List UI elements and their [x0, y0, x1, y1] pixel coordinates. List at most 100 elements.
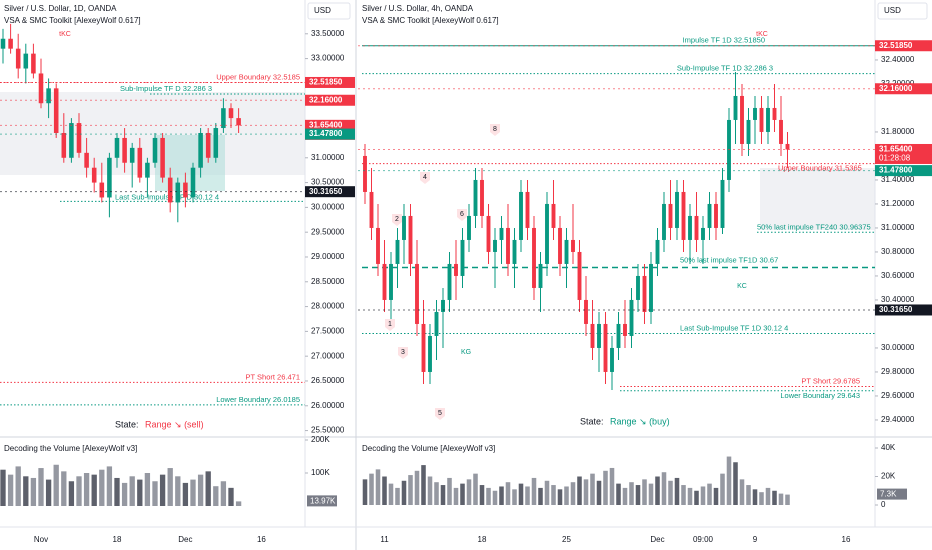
y-tick-label: 31.20000	[881, 199, 915, 208]
level-label: 50% last impulse TF240 30.96375	[757, 222, 871, 231]
price-tag-timer: 01:28:08	[879, 154, 911, 163]
candle-body	[145, 162, 150, 178]
volume-bar	[382, 476, 387, 505]
candle-body	[753, 107, 757, 120]
volume-bar	[622, 487, 628, 505]
x-tick-label: 18	[113, 535, 122, 544]
y-tick-label: 26.50000	[311, 376, 345, 385]
volume-tick-label: 0	[881, 500, 886, 509]
volume-bar	[616, 483, 621, 505]
candle-body	[460, 239, 465, 276]
volume-bar	[68, 481, 75, 506]
candle-body	[694, 215, 699, 240]
candle-body	[577, 251, 582, 300]
annotation: 1	[388, 321, 392, 328]
currency-button[interactable]	[307, 2, 351, 20]
x-tick-label: Dec	[650, 535, 664, 544]
candle-body	[369, 191, 374, 228]
volume-bar	[655, 476, 660, 505]
candle-body	[84, 152, 89, 168]
candle-body	[61, 132, 67, 158]
volume-bar	[531, 477, 537, 505]
candle-body	[129, 147, 135, 163]
volume-bar	[635, 485, 641, 505]
candle-body	[675, 191, 679, 228]
impulse-zone	[155, 135, 225, 191]
level-label: Lower Boundary 29.643	[780, 391, 860, 400]
y-tick-label: 29.40000	[881, 415, 915, 424]
volume-bar	[213, 486, 219, 506]
volume-bar	[603, 470, 608, 505]
y-tick-label: 30.50000	[311, 178, 345, 187]
candle-body	[53, 88, 59, 133]
candle-body	[447, 263, 452, 300]
volume-bar	[144, 473, 151, 506]
candle-body	[114, 137, 120, 158]
candle-body	[91, 167, 97, 183]
volume-bar	[668, 480, 673, 505]
candle-body	[421, 323, 426, 372]
volume-bar	[525, 486, 530, 505]
chart-title: Silver / U.S. Dollar, 1D, OANDA	[4, 4, 117, 13]
wave-badge	[490, 124, 500, 136]
x-tick-label: Dec	[178, 535, 192, 544]
volume-bar	[544, 480, 550, 505]
level-label: Sub-Impulse TF 1D 32.286 3	[677, 64, 773, 73]
candle-body	[15, 48, 21, 69]
candle-body	[69, 123, 74, 158]
volume-bar	[434, 482, 439, 505]
candle-body	[538, 263, 543, 288]
volume-bar	[726, 456, 732, 505]
volume-bar	[114, 477, 120, 506]
volume-bar	[577, 476, 582, 505]
wave-badge	[385, 319, 395, 331]
volume-bar	[99, 469, 105, 506]
wave-badge	[392, 214, 402, 226]
volume-bar	[235, 501, 242, 506]
candle-body	[499, 227, 504, 240]
candle-body	[467, 215, 471, 240]
volume-tick-label: 20K	[881, 472, 896, 481]
y-tick-label: 30.80000	[881, 247, 915, 256]
annotation: 5	[438, 410, 442, 417]
annotation: 2	[395, 216, 399, 223]
candle-body	[714, 203, 718, 228]
level-label: Last Sub-Impulse TF 1D 30.12 4	[680, 324, 788, 333]
candle-body	[629, 299, 634, 336]
state: Range ↘ (buy)	[610, 416, 670, 426]
volume-bar	[197, 474, 204, 506]
volume-badge	[307, 495, 337, 507]
volume-bar	[152, 481, 158, 506]
volume-bar	[121, 482, 128, 506]
y-tick-label: 29.00000	[311, 252, 345, 261]
currency-button[interactable]	[877, 2, 928, 20]
price-tag	[305, 76, 355, 88]
volume-bar	[733, 462, 738, 505]
volume-bar	[674, 477, 680, 505]
volume-bar	[129, 476, 135, 506]
candle-body	[152, 137, 158, 163]
price-tag-label: 31.47800	[309, 129, 343, 138]
range-zone	[0, 92, 305, 175]
candle-body	[551, 203, 556, 228]
candle-body	[205, 132, 211, 158]
candle-body	[137, 147, 143, 178]
volume-title: Decoding the Volume [AlexeyWolf v3]	[362, 444, 495, 453]
candle-body	[415, 263, 419, 324]
annotation: 4	[423, 174, 427, 181]
price-tag-label: 31.65400	[879, 145, 913, 154]
wave-badge	[435, 408, 445, 420]
volume-bar	[466, 479, 472, 505]
candle-body	[681, 191, 686, 240]
currency: USD	[884, 6, 901, 15]
candle-body	[649, 263, 653, 312]
candle-body	[198, 132, 203, 168]
y-tick-label: 29.80000	[881, 367, 915, 376]
volume-tick-label: 200K	[311, 435, 330, 444]
y-tick-label: 29.50000	[311, 227, 345, 236]
volume-bar	[681, 485, 686, 505]
volume-bar	[713, 487, 719, 505]
volume-bar	[739, 479, 745, 505]
x-tick-label: 16	[842, 535, 851, 544]
volume-bar	[473, 473, 478, 505]
